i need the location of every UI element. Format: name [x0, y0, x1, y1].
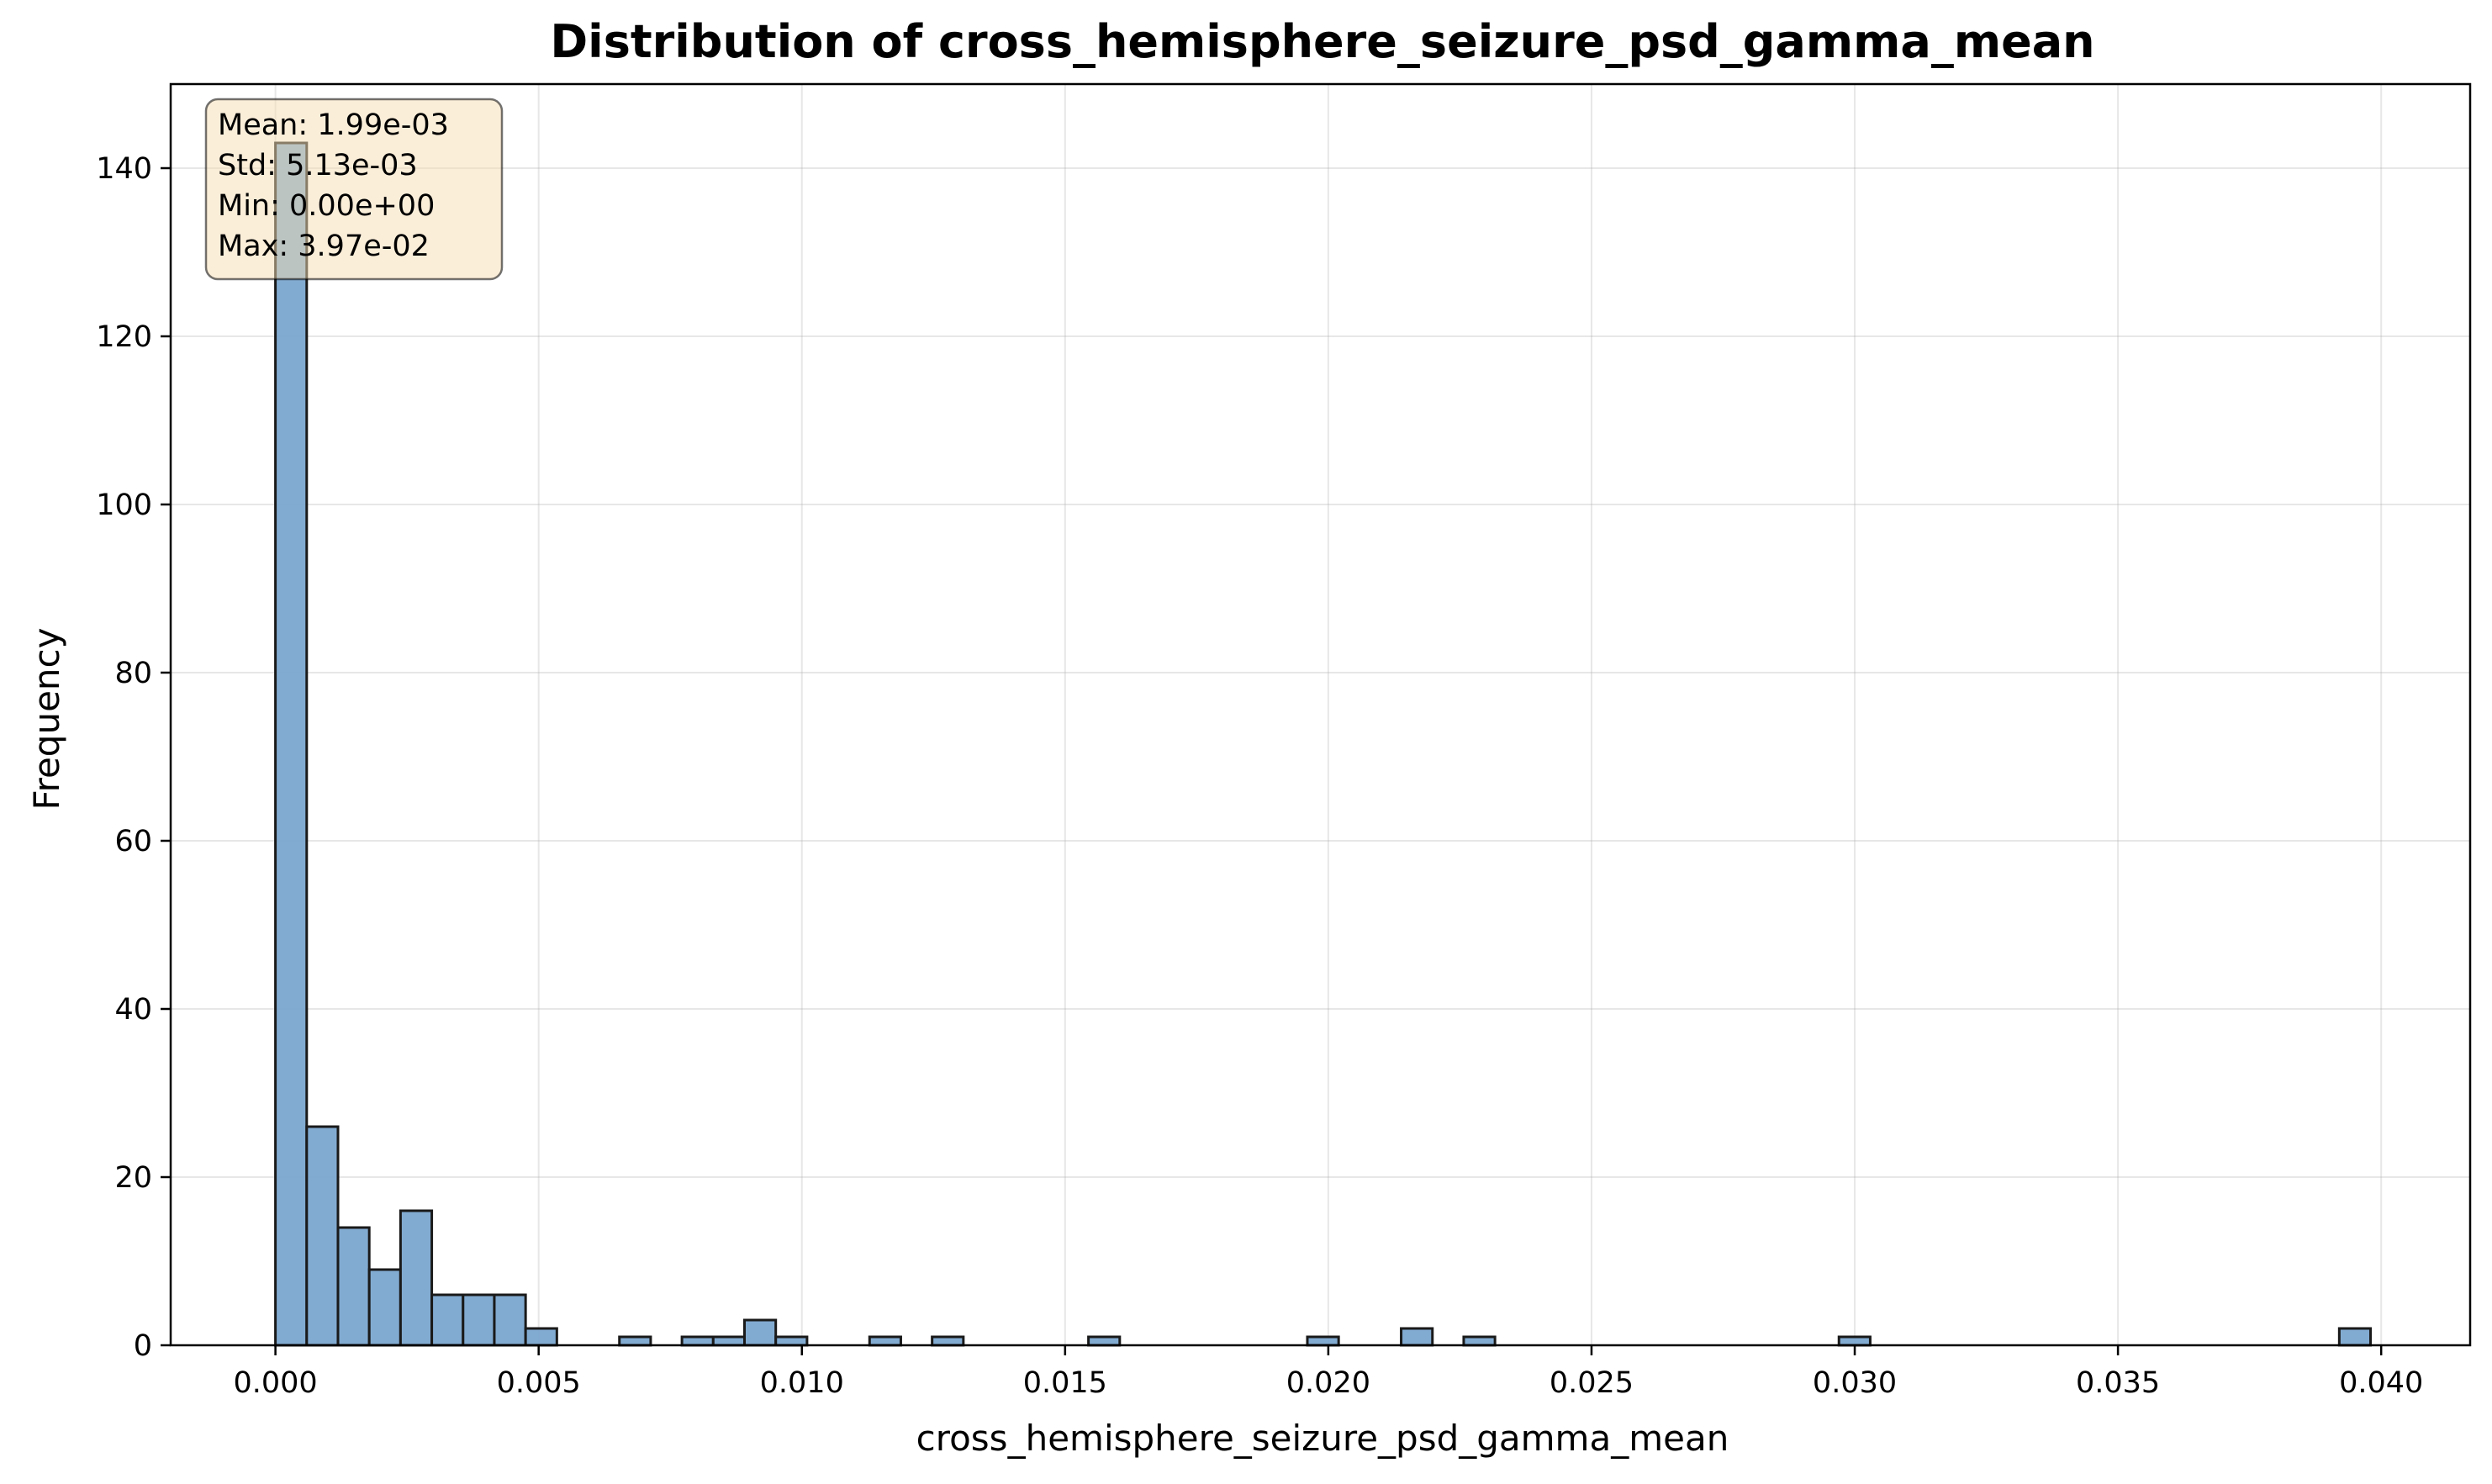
x-tick-label: 0.015	[1023, 1366, 1107, 1400]
stats-line: Mean: 1.99e-03	[218, 108, 449, 142]
histogram-bar	[493, 1293, 527, 1347]
y-axis-label: Frequency	[26, 628, 67, 811]
y-tick-label: 80	[114, 657, 152, 690]
stats-line: Max: 3.97e-02	[218, 230, 430, 263]
x-tick-label: 0.040	[2339, 1366, 2423, 1400]
stats-line: Std: 5.13e-03	[218, 149, 418, 182]
x-axis-label: cross_hemisphere_seizure_psd_gamma_mean	[916, 1418, 1729, 1459]
histogram-bar	[274, 141, 309, 1347]
axes	[169, 82, 2472, 1347]
y-tick-label: 40	[114, 993, 152, 1027]
histogram-bar	[2337, 1327, 2373, 1347]
y-tick-label: 140	[96, 152, 152, 186]
histogram-bar	[742, 1318, 778, 1347]
histogram-bar	[399, 1209, 434, 1347]
histogram-bar	[462, 1293, 496, 1347]
stats-line: Min: 0.00e+00	[218, 189, 435, 223]
stats-box-background	[204, 98, 504, 281]
stats-box: Mean: 1.99e-03 Std: 5.13e-03 Min: 0.00e+00…	[204, 98, 504, 281]
histogram-bars	[274, 141, 2373, 1347]
histogram-bar	[1087, 1335, 1122, 1347]
histogram-bar	[711, 1335, 746, 1347]
histogram-bar	[1837, 1335, 1872, 1347]
y-tick-label: 20	[114, 1161, 152, 1195]
histogram-bar	[931, 1335, 965, 1347]
plot-frame	[169, 82, 2472, 1347]
histogram-bar	[1462, 1335, 1497, 1347]
x-tick-label: 0.010	[760, 1366, 844, 1400]
y-tick-label: 120	[96, 320, 152, 354]
histogram-bar	[868, 1335, 902, 1347]
histogram-bar	[336, 1226, 371, 1347]
x-tick-label: 0.025	[1550, 1366, 1634, 1400]
x-tick-label: 0.030	[1813, 1366, 1897, 1400]
x-axis-ticks: 0.000 0.005 0.010 0.015 0.020 0.025 0.030 0.035…	[234, 1345, 2423, 1400]
histogram-bar	[305, 1125, 340, 1347]
histogram-bar	[680, 1335, 715, 1347]
histogram-bar	[1306, 1335, 1340, 1347]
y-tick-label: 60	[114, 825, 152, 858]
histogram-bar	[618, 1335, 652, 1347]
histogram-bar	[1400, 1327, 1434, 1347]
histogram-bar	[367, 1268, 402, 1347]
histogram-bar	[774, 1335, 809, 1347]
x-tick-label: 0.005	[497, 1366, 581, 1400]
x-tick-label: 0.035	[2076, 1366, 2160, 1400]
y-tick-label: 0	[134, 1329, 152, 1363]
y-axis-ticks: 0 20 40 60 80 100 120 140	[96, 152, 171, 1363]
histogram-bar	[430, 1293, 465, 1347]
x-tick-label: 0.020	[1286, 1366, 1370, 1400]
y-tick-label: 100	[96, 489, 152, 522]
histogram-bar	[524, 1327, 558, 1347]
x-tick-label: 0.000	[234, 1366, 318, 1400]
chart-title: Distribution of cross_hemisphere_seizure…	[550, 15, 2094, 68]
